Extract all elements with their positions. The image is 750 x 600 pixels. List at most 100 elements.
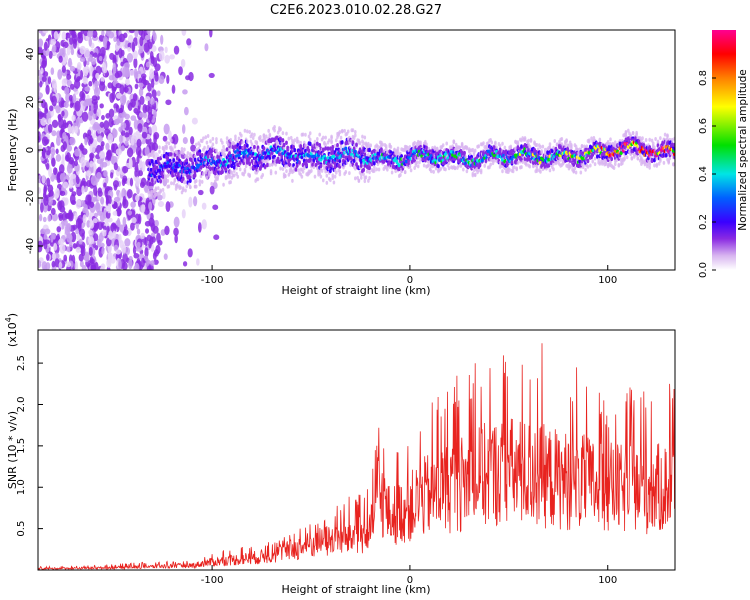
ridge-cell <box>185 158 189 163</box>
noise-blob <box>41 136 49 147</box>
ridge-halo <box>636 156 640 161</box>
ridge-cell <box>410 159 414 164</box>
ridge-peak <box>185 170 189 175</box>
noise-blob <box>110 172 114 179</box>
noise-blob <box>110 222 117 233</box>
noise-blob <box>69 137 76 146</box>
noise-blob <box>138 158 143 169</box>
noise-blob <box>38 136 41 143</box>
noise-blob <box>89 201 95 208</box>
ridge-halo <box>209 170 212 175</box>
noise-blob <box>149 68 155 80</box>
noise-blob <box>145 34 150 41</box>
noise-blob <box>113 162 118 171</box>
ridge-cell <box>193 173 197 178</box>
noise-blob <box>40 67 44 74</box>
noise-blob <box>62 46 66 58</box>
noise-blob <box>108 75 115 81</box>
ridge-halo <box>472 168 476 173</box>
ridge-halo <box>153 177 157 182</box>
ridge-cell <box>359 163 363 168</box>
ridge-halo <box>354 133 357 138</box>
ridge-halo <box>167 184 171 189</box>
ridge-halo <box>193 154 197 159</box>
colorbar-tick-label: 0.8 <box>698 70 709 86</box>
ridge-cell <box>172 158 176 163</box>
ridge-halo <box>399 172 402 177</box>
noise-blob <box>138 170 143 177</box>
noise-blob <box>38 187 41 194</box>
noise-blob <box>191 117 198 125</box>
noise-blob <box>94 80 100 87</box>
noise-blob <box>128 126 133 136</box>
ridge-halo <box>483 163 486 168</box>
noise-blob <box>133 119 139 130</box>
ridge-halo <box>384 146 388 151</box>
noise-blob <box>38 92 43 99</box>
ridge-halo <box>285 131 288 136</box>
noise-blob <box>130 201 136 208</box>
ridge-halo <box>609 137 612 142</box>
ridge-halo <box>555 142 559 147</box>
ridge-halo <box>318 132 322 137</box>
ridge-halo <box>552 167 555 172</box>
ridge-halo <box>241 140 244 145</box>
noise-blob <box>119 224 124 233</box>
ridge-halo <box>439 166 443 171</box>
noise-blob <box>197 222 202 233</box>
noise-blob <box>88 246 93 257</box>
ridge-halo <box>251 135 255 140</box>
noise-blob <box>61 78 68 87</box>
ridge-cell <box>318 150 322 156</box>
ridge-halo <box>559 157 562 162</box>
ridge-halo <box>359 175 363 180</box>
noise-blob <box>103 182 107 188</box>
noise-blob <box>99 121 105 128</box>
noise-blob <box>154 219 159 227</box>
ridge-halo <box>335 170 338 175</box>
noise-blob <box>117 112 124 124</box>
ridge-halo <box>194 142 198 147</box>
ridge-halo <box>516 140 520 145</box>
noise-blob <box>171 84 176 94</box>
ridge-halo <box>297 168 300 173</box>
noise-blob <box>58 261 63 269</box>
ridge-peak <box>353 149 357 154</box>
noise-blob <box>154 72 159 82</box>
ridge-peak <box>261 155 265 160</box>
ridge-halo <box>227 142 230 147</box>
noise-blob <box>51 119 59 128</box>
ridge-halo <box>548 168 552 173</box>
ridge-halo <box>173 178 177 183</box>
ridge-halo <box>216 176 219 181</box>
ridge-halo <box>641 136 644 141</box>
noise-blob <box>122 166 129 174</box>
ridge-cell <box>181 176 185 182</box>
ridge-halo <box>329 178 332 183</box>
ridge-halo <box>185 184 189 189</box>
noise-blob <box>129 177 134 187</box>
ridge-halo <box>625 155 629 160</box>
noise-blob <box>89 256 94 264</box>
noise-blob <box>143 208 150 215</box>
ridge-halo <box>213 156 217 161</box>
noise-blob <box>139 36 144 47</box>
noise-blob <box>136 138 142 148</box>
ridge-halo <box>359 172 363 177</box>
ridge-cell <box>210 153 214 158</box>
ridge-cell <box>293 147 297 153</box>
ridge-halo <box>202 171 205 176</box>
ridge-halo <box>376 144 380 149</box>
noise-blob <box>126 52 134 63</box>
noise-blob <box>141 204 146 213</box>
noise-blob <box>53 242 58 251</box>
ridge-cell <box>317 160 320 166</box>
noise-blob <box>99 81 106 92</box>
ridge-halo <box>200 179 204 184</box>
noise-blob <box>81 92 86 101</box>
ridge-halo <box>641 160 644 165</box>
ridge-halo <box>357 178 361 183</box>
noise-blob <box>124 238 131 247</box>
ridge-cell <box>516 145 520 150</box>
ridge-halo <box>269 169 273 174</box>
